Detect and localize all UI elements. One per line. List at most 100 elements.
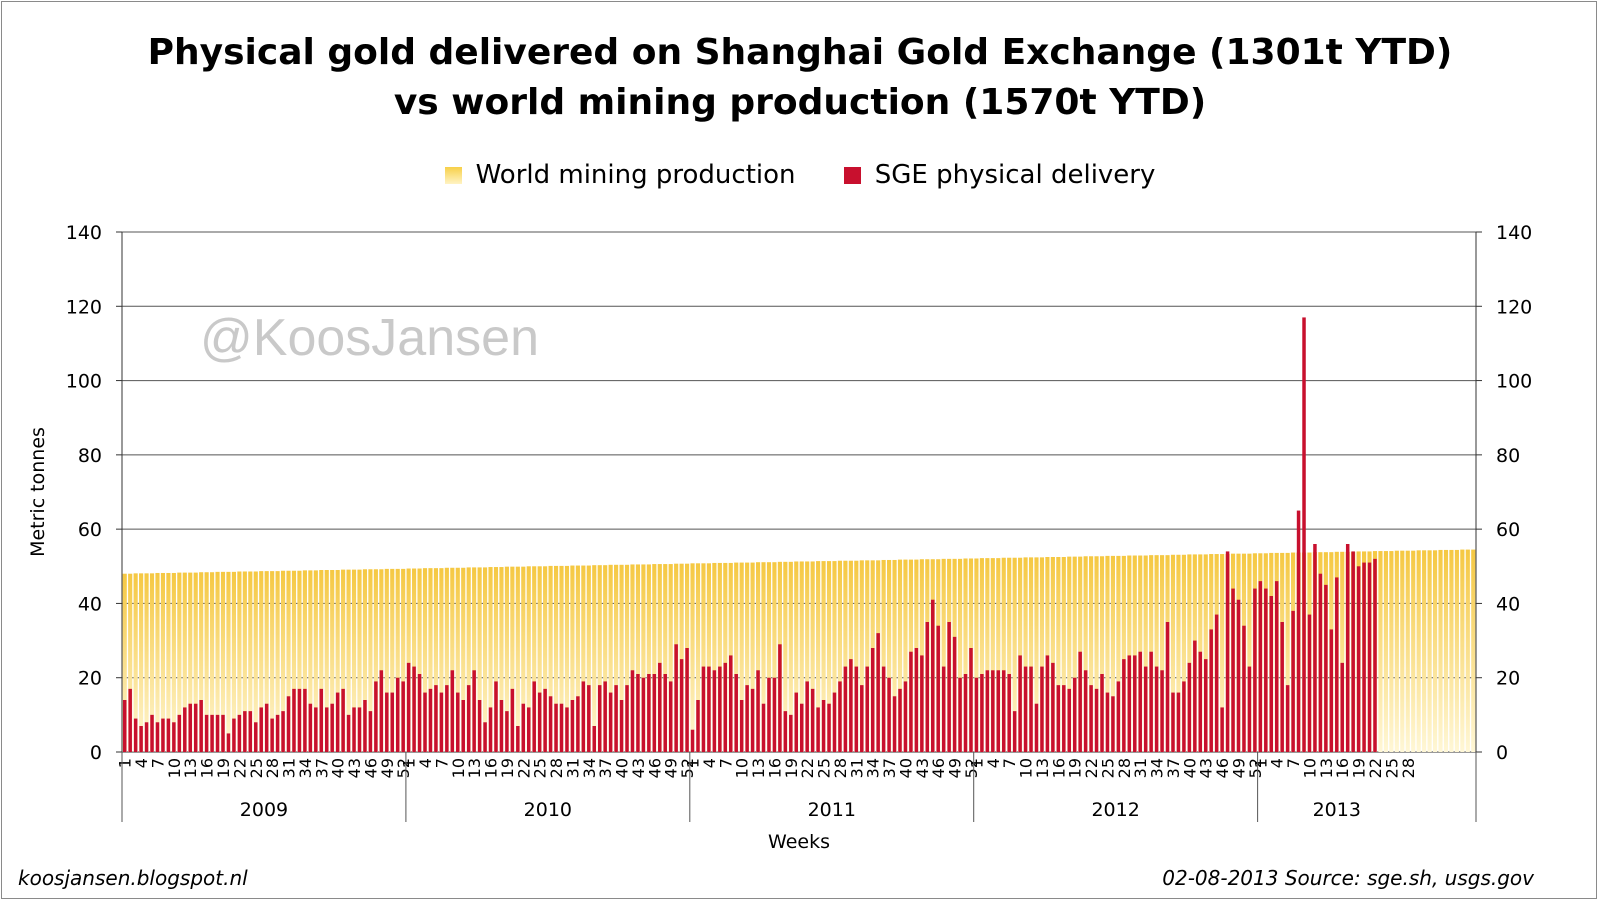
bar-sge [641, 677, 646, 752]
bar-mining [128, 573, 133, 752]
x-tick-label: 19 [1066, 758, 1085, 778]
bar-sge [1340, 662, 1344, 752]
bar-sge [133, 718, 138, 752]
bar-sge [1231, 588, 1235, 752]
bar-mining [608, 564, 613, 752]
bar-sge [554, 703, 558, 752]
bar-mining [1154, 555, 1159, 752]
bar-mining [1105, 555, 1110, 752]
legend-swatch-mining [444, 166, 462, 184]
bar-sge [144, 722, 149, 752]
bar-sge [947, 622, 951, 752]
bar-sge [1083, 670, 1088, 752]
bar-mining [990, 558, 995, 752]
bar-mining [1170, 554, 1176, 752]
x-tick-label: 25 [531, 758, 550, 778]
bar-sge [1154, 666, 1159, 752]
chart-title: Physical gold delivered on Shanghai Gold… [0, 28, 1600, 128]
bar-sge [1001, 670, 1006, 752]
x-tick-label: 7 [148, 758, 167, 768]
bar-sge [581, 681, 586, 752]
bar-mining [772, 562, 777, 752]
bar-mining [461, 567, 466, 752]
bar-sge [614, 685, 618, 752]
bar-sge [1067, 688, 1072, 752]
bar-sge [843, 666, 848, 752]
bar-mining [619, 564, 624, 752]
x-tick-label: 49 [946, 758, 965, 778]
bar-mining [1034, 557, 1039, 752]
bar-sge [264, 703, 269, 752]
bar-mining [1099, 556, 1105, 752]
bar-sge [499, 700, 504, 752]
x-tick-label: 37 [1164, 758, 1183, 778]
bar-sge [1127, 655, 1132, 752]
x-tick-label: 40 [896, 758, 915, 778]
x-tick-label: 10 [165, 758, 184, 778]
x-tick-label: 13 [1317, 758, 1336, 778]
bar-sge [215, 714, 220, 752]
bar-mining [897, 559, 903, 752]
bar-mining [564, 565, 570, 752]
bar-sge [750, 688, 755, 752]
footer-site: koosjansen.blogspot.nl [18, 866, 248, 890]
x-tick-label: 22 [230, 758, 249, 778]
bar-sge [1318, 573, 1323, 752]
bar-sge [412, 666, 416, 752]
bar-mining [242, 571, 247, 752]
x-tick-label: 37 [596, 758, 615, 778]
bar-sge [199, 700, 203, 752]
bar-mining [1083, 556, 1088, 752]
bar-sge [292, 688, 296, 752]
bar-mining [1127, 555, 1132, 752]
bar-mining [499, 567, 504, 752]
x-tick-label: 13 [181, 758, 200, 778]
bar-mining [723, 562, 728, 752]
x-tick-label: 52 [962, 758, 981, 778]
bar-mining [1389, 551, 1394, 752]
bar-sge [1160, 670, 1164, 752]
bar-sge [166, 718, 171, 752]
x-tick-label: 49 [662, 758, 681, 778]
bar-mining [832, 561, 837, 752]
x-tick-label: 34 [580, 758, 599, 778]
bar-sge [963, 674, 968, 752]
bar-sge [799, 703, 804, 752]
x-tick-label: 7 [1000, 758, 1019, 768]
bar-mining [1132, 555, 1137, 752]
bar-sge [832, 692, 837, 752]
x-tick-label: 25 [815, 758, 834, 778]
bar-sge [439, 692, 444, 752]
bar-mining [1007, 557, 1012, 752]
x-tick-label: 7 [432, 758, 451, 768]
year-label-2010: 2010 [524, 799, 572, 821]
x-tick-label: 40 [1180, 758, 1199, 778]
bar-mining [745, 562, 750, 752]
bar-mining [1001, 557, 1006, 752]
bar-mining [422, 568, 428, 752]
bar-mining [1405, 550, 1410, 752]
bar-mining [401, 568, 406, 752]
x-tick-label: 10 [1300, 758, 1319, 778]
bar-mining [788, 561, 793, 752]
x-tick-label: 22 [1082, 758, 1101, 778]
x-tick-label: 52 [394, 758, 413, 778]
bar-sge [952, 636, 957, 752]
bar-mining [428, 568, 433, 752]
bar-mining [553, 565, 559, 752]
x-tick-label: 13 [465, 758, 484, 778]
legend-label-mining: World mining production [475, 160, 796, 190]
bar-mining [319, 570, 324, 752]
bar-mining [166, 572, 171, 752]
bar-mining [493, 567, 499, 752]
bar-sge [417, 674, 422, 752]
bar-sge [406, 662, 411, 752]
bar-mining [597, 565, 602, 752]
bar-sge [559, 703, 564, 752]
bar-sge [821, 700, 826, 752]
bar-mining [706, 563, 711, 752]
bar-mining [504, 566, 509, 752]
bar-mining [412, 568, 417, 752]
bar-mining [237, 571, 242, 752]
